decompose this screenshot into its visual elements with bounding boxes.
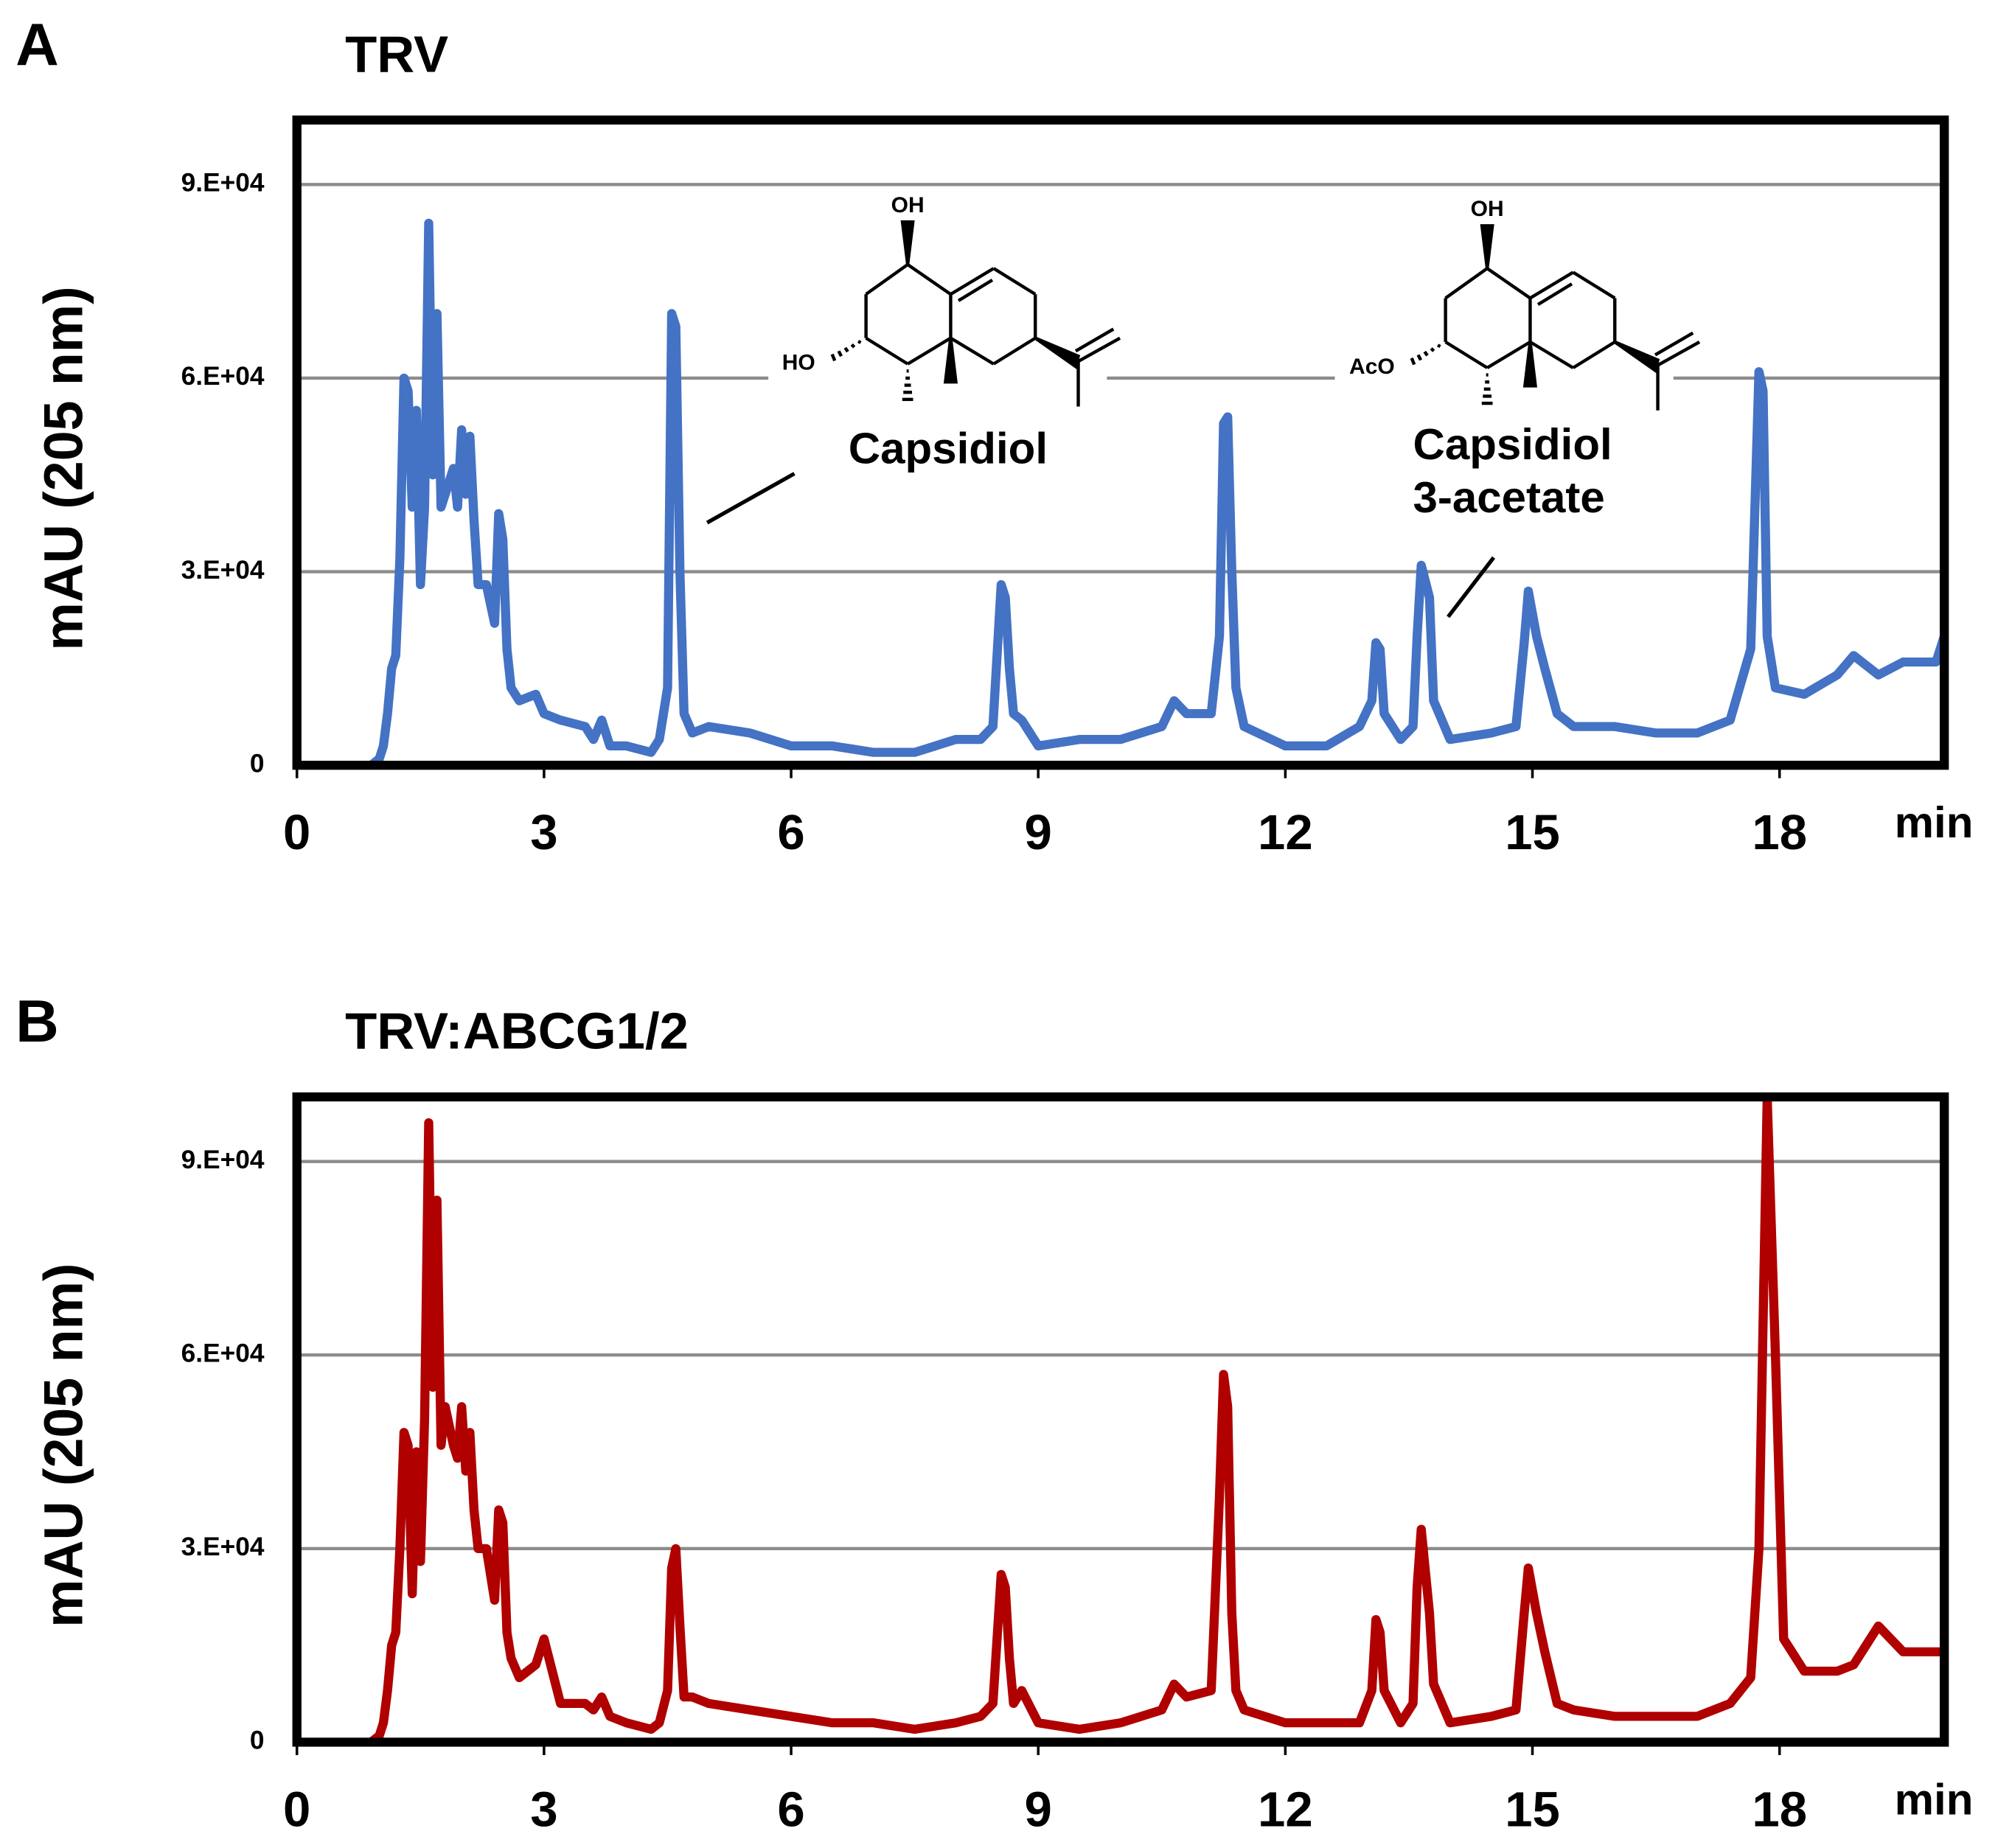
x-axis-label: min [1895, 798, 1974, 847]
panel-label: A [15, 12, 59, 78]
x-tick-label: 6 [777, 1783, 804, 1838]
bond [906, 263, 952, 296]
x-tick-label: 15 [1505, 1783, 1560, 1838]
bond [992, 267, 1037, 296]
data-line [368, 218, 1945, 766]
x-tick-label: 3 [530, 1783, 557, 1838]
annotation: 3-acetate [1413, 473, 1604, 522]
y-tick-label: 6.E+04 [181, 1339, 265, 1368]
bond [950, 267, 995, 296]
bond [1430, 347, 1435, 352]
x-tick-label: 0 [283, 806, 310, 860]
x-axis-label: min [1895, 1775, 1974, 1824]
wedge-bond [1480, 224, 1494, 269]
bond [957, 279, 994, 302]
x-tick-label: 6 [777, 806, 804, 860]
y-tick-label: 6.E+04 [181, 362, 265, 391]
bond [1529, 341, 1574, 369]
x-tick-label: 9 [1025, 1783, 1052, 1838]
x-tick-label: 18 [1752, 1783, 1807, 1838]
bond [992, 336, 1037, 366]
x-tick-label: 3 [530, 806, 557, 860]
bond [865, 263, 909, 296]
annotation: Capsidiol [1413, 419, 1612, 469]
atom-label: HO [782, 351, 815, 375]
bond [1529, 271, 1574, 300]
chemical-structure: OH HO [782, 193, 1121, 407]
y-tick-label: 9.E+04 [181, 169, 265, 198]
bond [1410, 358, 1416, 366]
bond [1074, 327, 1115, 353]
bond [837, 350, 843, 358]
bond [1077, 336, 1121, 363]
bond [1437, 344, 1441, 349]
plot-frame [292, 115, 1949, 770]
panel-label: B [15, 988, 59, 1055]
bond [850, 343, 856, 349]
y-tick-label: 3.E+04 [181, 556, 265, 585]
bond [1572, 341, 1616, 369]
y-tick-label: 3.E+04 [181, 1533, 265, 1561]
plot-frame [292, 1092, 1949, 1747]
y-tick-label: 0 [250, 1726, 265, 1755]
atom-label: AcO [1349, 355, 1395, 379]
wedge-bond [1522, 341, 1538, 388]
y-tick-label: 9.E+04 [181, 1146, 265, 1174]
grid-gap [768, 358, 1107, 391]
x-tick-label: 12 [1258, 806, 1313, 860]
y-tick-label: 0 [250, 750, 265, 778]
x-tick-label: 15 [1505, 806, 1560, 860]
atom-label: OH [891, 193, 925, 217]
x-tick-label: 18 [1752, 806, 1807, 860]
atom-label: OH [1471, 197, 1504, 221]
x-tick-label: 12 [1258, 1783, 1313, 1838]
wedge-bond [943, 338, 958, 384]
wedge-bond [900, 220, 915, 265]
x-tick-label: 9 [1025, 806, 1052, 860]
bond [1416, 354, 1423, 361]
chemical-structure: OH AcO [1349, 197, 1701, 411]
bond [857, 340, 862, 344]
chart-title: TRV:ABCG1/2 [345, 1002, 689, 1060]
leader-line [706, 472, 796, 525]
grid-gap [1334, 358, 1674, 391]
bond [1536, 282, 1573, 307]
annotation: Capsidiol [849, 424, 1048, 473]
bond [865, 336, 909, 366]
chart-title: TRV [345, 25, 448, 83]
bond [843, 346, 849, 353]
bond [950, 336, 995, 366]
bond [1486, 267, 1531, 300]
bond [906, 336, 952, 366]
x-tick-label: 0 [283, 1783, 310, 1838]
bond [1423, 350, 1429, 357]
data-line [368, 1097, 1945, 1743]
bond [1444, 267, 1489, 300]
y-axis-label: mAU (205 nm) [32, 1263, 94, 1628]
bond [1486, 341, 1531, 369]
leader-line [1447, 556, 1496, 618]
bond [1444, 341, 1489, 369]
y-axis-label: mAU (205 nm) [32, 286, 94, 650]
bond [1657, 341, 1701, 367]
bond [830, 353, 837, 362]
bond [1572, 271, 1616, 300]
bond [1654, 331, 1694, 357]
